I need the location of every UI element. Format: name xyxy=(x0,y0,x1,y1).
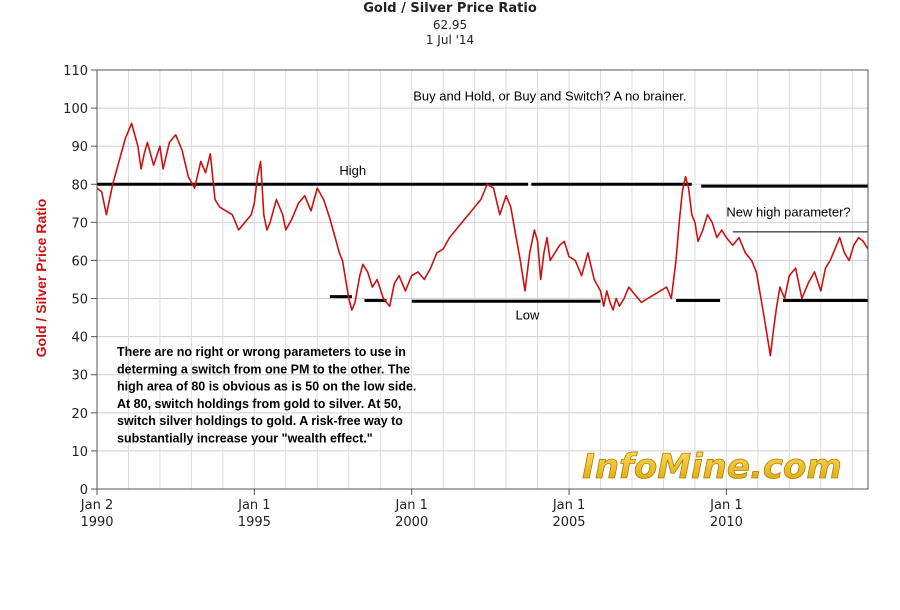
x-tick-label: Jan 1 xyxy=(237,498,270,513)
x-tick-label: Jan 2 xyxy=(80,498,113,513)
y-tick-label: 50 xyxy=(71,293,88,308)
plot-frame xyxy=(96,69,869,490)
chart-title: Gold / Silver Price Ratio xyxy=(363,1,537,16)
y-tick-label: 30 xyxy=(71,369,88,384)
y-tick-label: 110 xyxy=(63,64,88,79)
x-tick-label: 1995 xyxy=(238,515,271,530)
axes: 0 10 20 30 40 50 60 70 80 90 100 110 Jan 2 1990 Jan 1 1… xyxy=(63,64,743,530)
y-tick-label: 90 xyxy=(71,140,88,155)
y-tick-label: 10 xyxy=(71,445,88,460)
chart-date: 1 Jul '14 xyxy=(425,33,475,47)
y-tick-label: 100 xyxy=(63,102,88,117)
x-tick-label: 2010 xyxy=(710,515,743,530)
chart-annotation: New high parameter? xyxy=(726,205,850,220)
x-tick-label: 2005 xyxy=(552,515,585,530)
x-tick-label: 2000 xyxy=(395,515,428,530)
chart-annotation: Buy and Hold, or Buy and Switch? A no br… xyxy=(413,88,686,103)
note-text-block: There are no right or wrong parameters t… xyxy=(117,345,416,446)
infomine-watermark: InfoMine.com xyxy=(582,447,842,487)
y-tick-label: 20 xyxy=(71,407,88,422)
x-tick-label: 1990 xyxy=(80,515,113,530)
chart-annotation: Low xyxy=(516,307,540,322)
y-tick-label: 60 xyxy=(71,254,88,269)
note-line: At 80, switch holdings from gold to silv… xyxy=(117,397,401,411)
reference-lines xyxy=(97,182,868,303)
note-line: high area of 80 is obvious as is 50 on t… xyxy=(117,380,416,394)
y-tick-label: 80 xyxy=(71,178,88,193)
note-line: There are no right or wrong parameters t… xyxy=(117,345,406,359)
x-tick-label: Jan 1 xyxy=(709,498,742,513)
watermark-logo: InfoMine.com xyxy=(582,447,842,488)
y-tick-label: 70 xyxy=(71,216,88,231)
note-line: substantially increase your "wealth effe… xyxy=(117,432,373,446)
y-tick-label: 0 xyxy=(80,483,88,498)
y-tick-label: 40 xyxy=(71,331,88,346)
series-layer xyxy=(96,122,869,357)
y-axis-label: Gold / Silver Price Ratio xyxy=(33,199,49,358)
plot-border xyxy=(96,69,869,490)
x-tick-label: Jan 1 xyxy=(394,498,427,513)
annotations: Buy and Hold, or Buy and Switch? A no br… xyxy=(339,88,850,322)
note-line: determing a switch from one PM to the ot… xyxy=(117,362,410,376)
chart-current-value: 62.95 xyxy=(432,18,468,32)
note-line: switch silver holdings to gold. A risk-f… xyxy=(117,414,403,428)
ratio-series-line xyxy=(96,122,869,357)
x-tick-label: Jan 1 xyxy=(552,498,585,513)
chart-annotation: High xyxy=(339,163,366,178)
chart-header: Gold / Silver Price Ratio 62.95 1 Jul '1… xyxy=(250,0,650,48)
